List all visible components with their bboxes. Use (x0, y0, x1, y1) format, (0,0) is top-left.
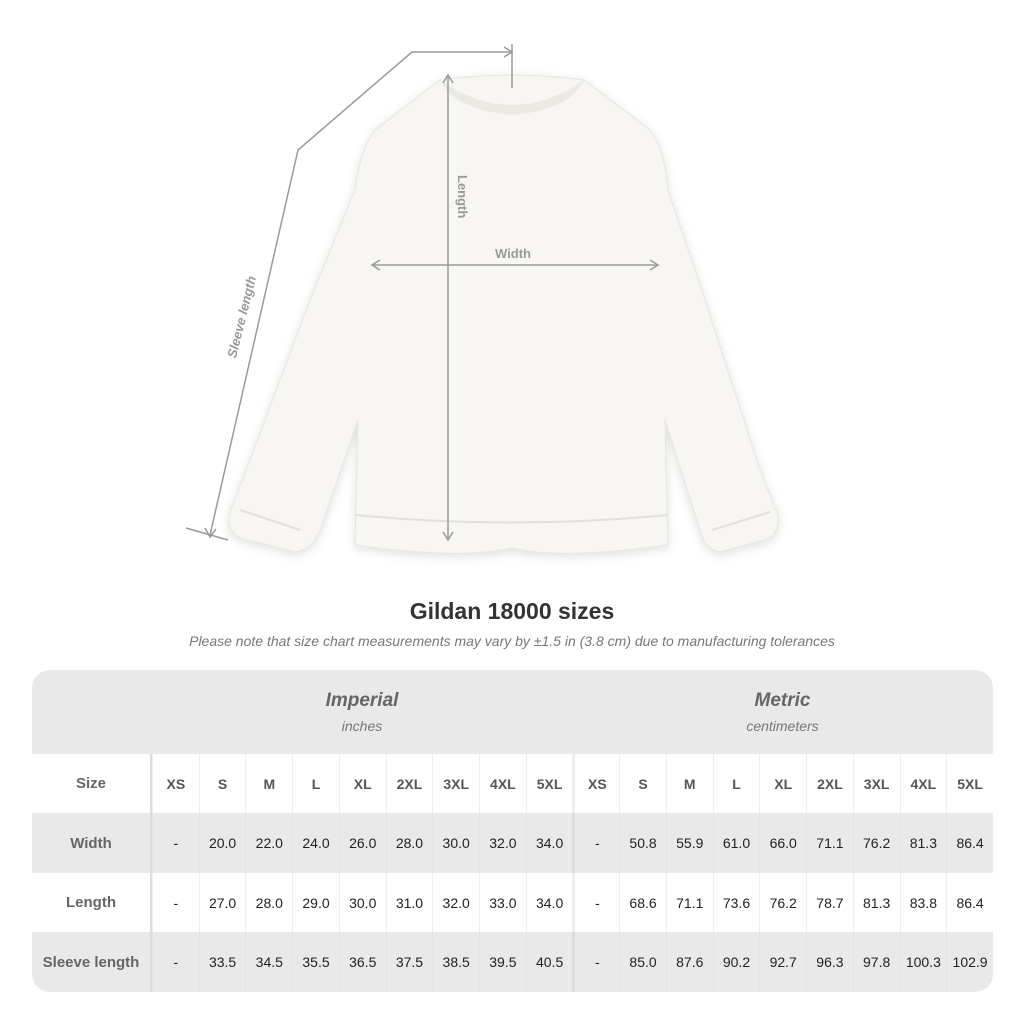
value-cell-metric: 85.0 (619, 932, 666, 992)
size-header-metric: 4XL (899, 754, 947, 813)
value-cell-metric: 86.4 (946, 873, 993, 932)
value-cell-imperial: 38.5 (432, 932, 479, 992)
value-cell-metric: 96.3 (806, 932, 853, 992)
size-header-imperial: XL (338, 754, 386, 813)
value-cell-metric: 86.4 (946, 813, 993, 873)
metric-unit: centimeters (746, 718, 819, 734)
size-table: Imperial inches Metric centimeters Size X… (32, 670, 993, 992)
size-header-imperial: S (198, 754, 246, 813)
size-header-metric: 2XL (806, 754, 853, 813)
metric-title: Metric (754, 690, 811, 711)
value-cell-metric: - (572, 873, 619, 932)
value-cell-metric: 102.9 (946, 932, 993, 992)
imperial-title: Imperial (325, 690, 399, 711)
value-cell-imperial: 22.0 (245, 813, 292, 873)
value-cell-imperial: 39.5 (479, 932, 526, 992)
size-header-imperial: L (292, 754, 339, 813)
row-label: Length (32, 873, 152, 932)
value-cell-metric: 76.2 (759, 873, 806, 932)
size-header-imperial: 5XL (525, 754, 573, 813)
size-header-imperial: 3XL (432, 754, 479, 813)
value-cell-metric: 76.2 (852, 813, 900, 873)
value-cell-imperial: 37.5 (385, 932, 433, 992)
tolerance-note: Please note that size chart measurements… (189, 633, 835, 649)
width-label: Width (495, 246, 531, 261)
size-header-imperial: 2XL (385, 754, 433, 813)
value-cell-metric: 81.3 (852, 873, 900, 932)
value-cell-metric: 61.0 (712, 813, 760, 873)
table-row: Length -27.0 28.0 29.0 30.0 31.0 32.0 33.0 34.0-… (32, 873, 993, 932)
value-cell-imperial: 29.0 (292, 873, 339, 932)
value-cell-imperial: 32.0 (479, 813, 526, 873)
value-cell-imperial: 32.0 (432, 873, 479, 932)
value-cell-metric: 83.8 (899, 873, 947, 932)
imperial-header: Imperial inches (152, 670, 572, 754)
value-cell-metric: 71.1 (806, 813, 853, 873)
table-row: Sleeve length -33.5 34.5 35.5 36.5 37.5 38.5 39… (32, 932, 993, 992)
value-cell-imperial: 28.0 (385, 813, 433, 873)
value-cell-imperial: 34.5 (245, 932, 292, 992)
value-cell-metric: - (572, 932, 619, 992)
value-cell-metric: 90.2 (712, 932, 760, 992)
value-cell-imperial: 34.0 (525, 873, 573, 932)
size-header-metric: L (712, 754, 760, 813)
size-header-metric: XS (572, 754, 619, 813)
value-cell-imperial: 33.0 (479, 873, 526, 932)
sweatshirt-diagram: Length Width Sleeve length (185, 44, 779, 554)
value-cell-imperial: 28.0 (245, 873, 292, 932)
imperial-unit: inches (341, 718, 383, 734)
value-cell-imperial: 40.5 (525, 932, 573, 992)
sweatshirt-image (228, 74, 779, 554)
size-header-metric: 5XL (946, 754, 993, 813)
value-cell-metric: 73.6 (712, 873, 760, 932)
value-cell-imperial: 24.0 (292, 813, 339, 873)
size-column-label: Size (32, 754, 152, 813)
value-cell-metric: 97.8 (852, 932, 900, 992)
size-header-metric: S (619, 754, 666, 813)
value-cell-imperial: 36.5 (338, 932, 386, 992)
value-cell-imperial: - (152, 932, 199, 992)
value-cell-metric: 50.8 (619, 813, 666, 873)
size-header-metric: XL (759, 754, 806, 813)
size-header-metric: 3XL (852, 754, 900, 813)
value-cell-imperial: 30.0 (432, 813, 479, 873)
value-cell-metric: 100.3 (899, 932, 947, 992)
value-cell-imperial: 35.5 (292, 932, 339, 992)
size-header-metric: M (665, 754, 713, 813)
length-label: Length (455, 175, 470, 218)
value-cell-imperial: 30.0 (338, 873, 386, 932)
value-cell-metric: 66.0 (759, 813, 806, 873)
value-cell-metric: 68.6 (619, 873, 666, 932)
value-cell-imperial: 31.0 (385, 873, 433, 932)
value-cell-metric: 71.1 (665, 873, 713, 932)
value-cell-imperial: 34.0 (525, 813, 573, 873)
value-cell-metric: 92.7 (759, 932, 806, 992)
row-label: Width (32, 813, 152, 873)
value-cell-imperial: - (152, 873, 199, 932)
value-cell-metric: 81.3 (899, 813, 947, 873)
value-cell-imperial: 33.5 (198, 932, 246, 992)
value-cell-metric: 55.9 (665, 813, 713, 873)
value-cell-metric: - (572, 813, 619, 873)
table-row: Width -20.0 22.0 24.0 26.0 28.0 30.0 32.0 34.0-5… (32, 813, 993, 873)
measurement-lines (185, 44, 660, 542)
size-header-imperial: 4XL (479, 754, 526, 813)
size-header-row: Size XS S M L XL 2XL 3XL 4XL 5XL XS S M L XL 2XL 3XL 4XL 5… (32, 754, 993, 813)
metric-header: Metric centimeters (572, 670, 993, 754)
value-cell-imperial: 26.0 (338, 813, 386, 873)
value-cell-metric: 87.6 (665, 932, 713, 992)
sleeve-length-label: Sleeve length (224, 274, 259, 359)
size-header-imperial: M (245, 754, 292, 813)
value-cell-imperial: 20.0 (198, 813, 246, 873)
row-label: Sleeve length (32, 932, 152, 992)
size-header-imperial: XS (152, 754, 199, 813)
value-cell-metric: 78.7 (806, 873, 853, 932)
value-cell-imperial: 27.0 (198, 873, 246, 932)
chart-title: Gildan 18000 sizes (409, 598, 615, 624)
value-cell-imperial: - (152, 813, 199, 873)
